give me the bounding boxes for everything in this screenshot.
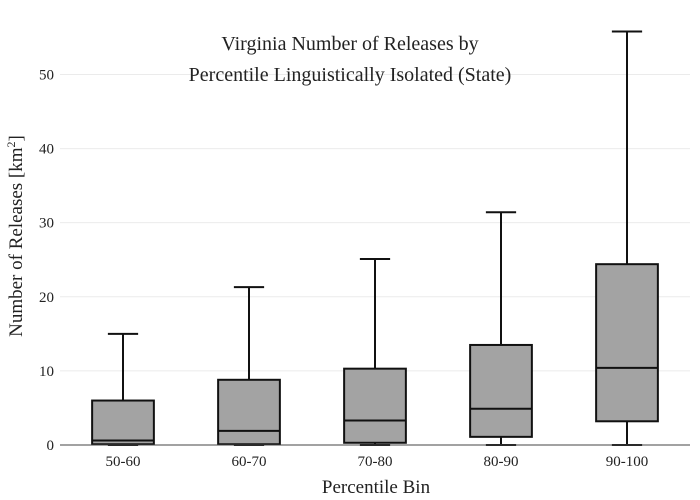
y-tick-label: 10 <box>39 364 54 380</box>
y-tick-label: 20 <box>39 290 54 306</box>
box-70-80 <box>343 257 407 446</box>
iqr-box <box>217 378 281 446</box>
x-tick-label: 70-80 <box>358 454 393 470</box>
x-tick-label: 90-100 <box>606 454 649 470</box>
iqr-box <box>343 367 407 444</box>
y-axis-label: Number of Releases [km2] <box>4 135 27 337</box>
x-tick-label: 50-60 <box>106 454 141 470</box>
iqr-box <box>469 343 533 438</box>
grid-lines <box>60 73 690 372</box>
chart-title-line-1: Virginia Number of Releases by <box>221 33 478 55</box>
iqr-box <box>91 399 155 446</box>
chart-title-line-2: Percentile Linguistically Isolated (Stat… <box>189 64 512 86</box>
box-90-100 <box>595 30 659 446</box>
iqr-box <box>595 263 659 423</box>
x-tick-label: 60-70 <box>232 454 267 470</box>
box-60-70 <box>217 286 281 446</box>
y-tick-label: 40 <box>39 142 54 158</box>
y-tick-label: 0 <box>47 438 55 454</box>
x-axis-label: Percentile Bin <box>322 477 431 498</box>
x-tick-labels: 50-60 60-70 70-80 80-90 90-100 <box>106 454 649 470</box>
y-tick-label: 50 <box>39 67 54 83</box>
box-80-90 <box>469 211 533 446</box>
x-tick-label: 80-90 <box>484 454 519 470</box>
boxes <box>91 30 659 446</box>
y-tick-label: 30 <box>39 216 54 232</box>
y-tick-labels: 0 10 20 30 40 50 <box>39 67 54 454</box>
box-50-60 <box>91 332 155 446</box>
